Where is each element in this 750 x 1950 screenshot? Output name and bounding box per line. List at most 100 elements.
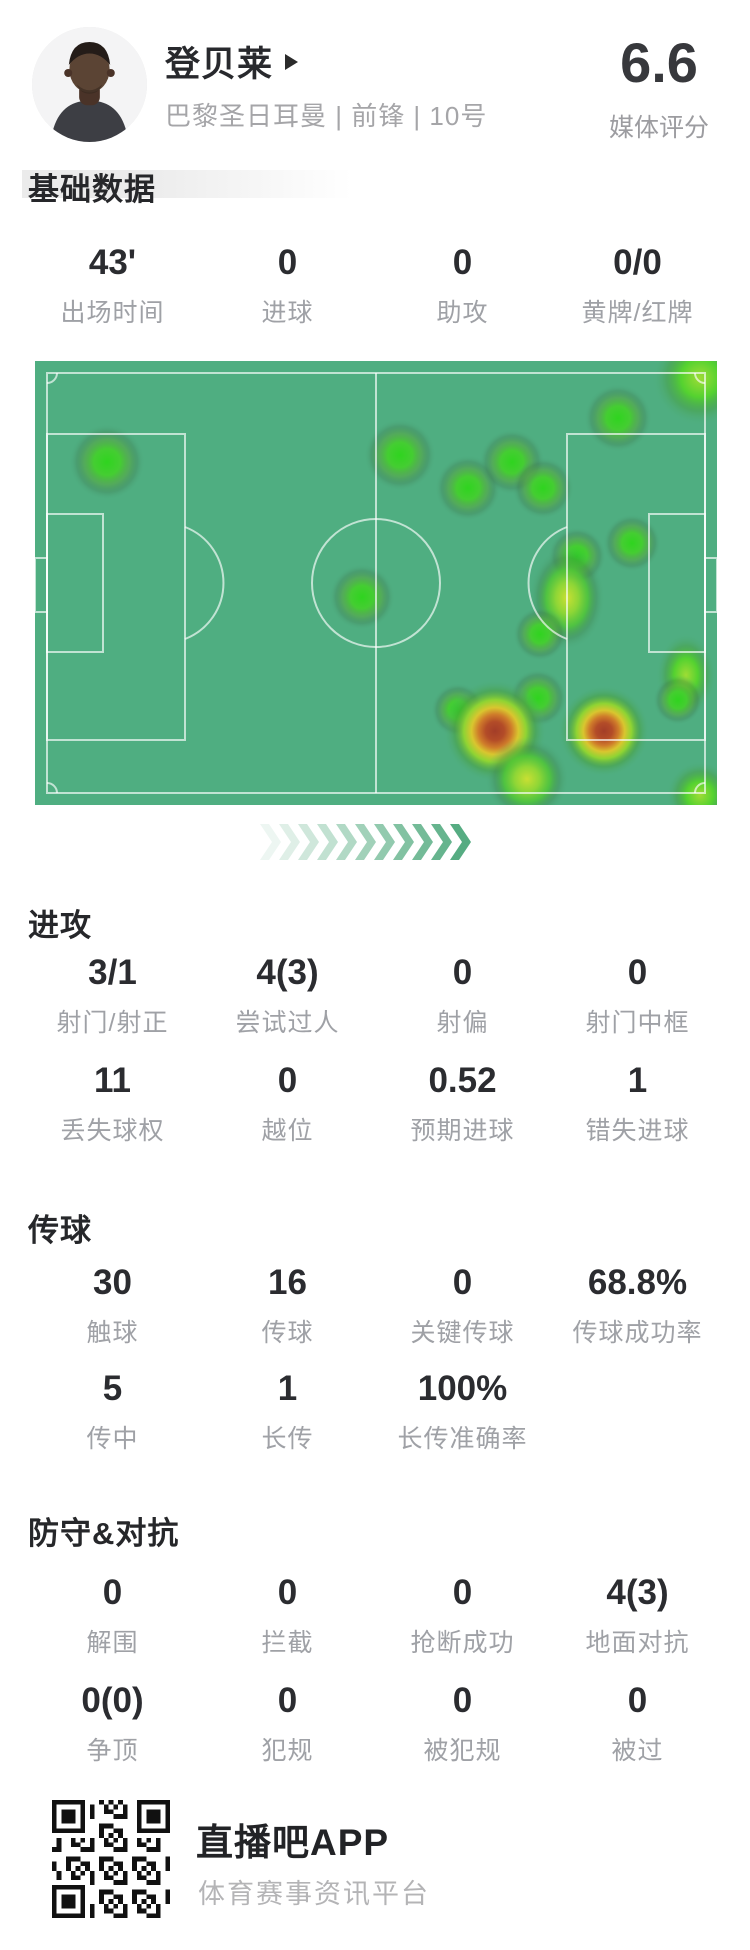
stat-value: 0 <box>102 1573 123 1612</box>
stat-cell: 0 被犯规 <box>375 1680 550 1767</box>
stat-value: 0(0) <box>81 1681 144 1720</box>
stat-cell: 0 拦截 <box>200 1572 375 1659</box>
stat-cell: 4(3) 尝试过人 <box>200 952 375 1039</box>
stat-label: 犯规 <box>261 1737 314 1765</box>
stat-cell: 0.52 预期进球 <box>375 1060 550 1147</box>
stat-value: 0 <box>277 1573 298 1612</box>
stat-cell: 43' 出场时间 <box>25 242 200 329</box>
pitch <box>35 361 717 805</box>
stat-label: 传球成功率 <box>572 1319 703 1347</box>
rating-value: 6.6 <box>620 31 698 94</box>
stat-label: 传球 <box>261 1319 314 1347</box>
stat-value: 1 <box>627 1061 648 1100</box>
stat-cell: 0/0 黄牌/红牌 <box>550 242 725 329</box>
stat-cell: 0 关键传球 <box>375 1262 550 1349</box>
stat-cell: 68.8% 传球成功率 <box>550 1262 725 1349</box>
stat-label: 长传 <box>261 1425 314 1453</box>
passing-stats-row-2: 5 传中 1 长传 100% 长传准确率 <box>25 1368 725 1455</box>
stat-label: 抢断成功 <box>410 1629 515 1657</box>
stat-cell: 3/1 射门/射正 <box>25 952 200 1039</box>
pitch-lines <box>35 372 717 794</box>
media-rating: 6.6 媒体评分 <box>598 34 720 144</box>
stat-value: 0/0 <box>613 243 662 282</box>
stat-value: 43' <box>88 243 137 282</box>
caret-right-icon <box>285 53 299 70</box>
section-title-attack: 进攻 <box>28 908 92 943</box>
stat-label: 射偏 <box>436 1009 489 1037</box>
stat-label: 传中 <box>86 1425 139 1453</box>
stat-cell: 0 助攻 <box>375 242 550 329</box>
stat-cell: 0 越位 <box>200 1060 375 1147</box>
rating-label: 媒体评分 <box>608 114 709 142</box>
stat-value: 4(3) <box>256 953 319 992</box>
stat-cell: 4(3) 地面对抗 <box>550 1572 725 1659</box>
stat-cell: 0 进球 <box>200 242 375 329</box>
attack-stats-row-2: 11 丢失球权 0 越位 0.52 预期进球 1 错失进球 <box>25 1060 725 1147</box>
stat-label: 拦截 <box>261 1629 314 1657</box>
stat-label: 进球 <box>261 299 314 327</box>
player-photo <box>32 27 147 142</box>
player-name: 登贝莱 <box>165 45 274 84</box>
section-title-passing: 传球 <box>28 1213 92 1248</box>
stat-cell: 0 解围 <box>25 1572 200 1659</box>
stat-value: 0 <box>452 1263 473 1302</box>
stat-cell: 30 触球 <box>25 1262 200 1349</box>
stat-label: 黄牌/红牌 <box>581 299 694 327</box>
stat-value: 0.52 <box>428 1061 497 1100</box>
stat-value: 0 <box>277 243 298 282</box>
heat-blobs <box>69 361 717 805</box>
section-title-highlight <box>22 170 352 198</box>
player-name-row[interactable]: 登贝莱 <box>165 36 299 87</box>
stat-label: 被过 <box>611 1737 664 1765</box>
player-avatar <box>32 27 147 142</box>
chevron-divider-icon <box>260 824 471 860</box>
section-title-defense: 防守&对抗 <box>28 1516 180 1551</box>
basic-stats-row: 43' 出场时间 0 进球 0 助攻 0/0 黄牌/红牌 <box>25 242 725 329</box>
stat-label: 射门/射正 <box>56 1009 169 1037</box>
stat-value: 100% <box>417 1369 508 1408</box>
stat-value: 68.8% <box>587 1263 688 1302</box>
stat-value: 0 <box>277 1061 298 1100</box>
stat-cell: 0 射偏 <box>375 952 550 1039</box>
stat-label: 尝试过人 <box>235 1009 340 1037</box>
stat-cell: 100% 长传准确率 <box>375 1368 550 1455</box>
stat-label: 被犯规 <box>423 1737 502 1765</box>
stat-label: 错失进球 <box>585 1117 690 1145</box>
stat-label: 越位 <box>261 1117 314 1145</box>
stat-value: 16 <box>268 1263 307 1302</box>
stat-value: 4(3) <box>606 1573 669 1612</box>
stat-cell: 0 犯规 <box>200 1680 375 1767</box>
stat-value: 0 <box>452 1681 473 1720</box>
stat-cell: 5 传中 <box>25 1368 200 1455</box>
stat-value: 1 <box>277 1369 298 1408</box>
stat-cell: 0(0) 争顶 <box>25 1680 200 1767</box>
stat-label: 关键传球 <box>410 1319 515 1347</box>
stat-value: 0 <box>452 953 473 992</box>
stat-cell: 1 长传 <box>200 1368 375 1455</box>
stat-cell: 16 传球 <box>200 1262 375 1349</box>
stat-label: 长传准确率 <box>397 1425 528 1453</box>
stat-value: 0 <box>452 243 473 282</box>
stat-cell: 0 抢断成功 <box>375 1572 550 1659</box>
stat-label: 丢失球权 <box>60 1117 165 1145</box>
player-team-info: 巴黎圣日耳曼 | 前锋 | 10号 <box>165 101 488 131</box>
stat-cell: 0 被过 <box>550 1680 725 1767</box>
stat-value: 0 <box>452 1573 473 1612</box>
qr-code <box>52 1800 170 1918</box>
stat-value: 0 <box>627 1681 648 1720</box>
stat-cell: 11 丢失球权 <box>25 1060 200 1147</box>
passing-stats-row-1: 30 触球 16 传球 0 关键传球 68.8% 传球成功率 <box>25 1262 725 1349</box>
stat-label: 出场时间 <box>60 299 165 327</box>
stat-value: 3/1 <box>88 953 137 992</box>
stat-label: 地面对抗 <box>585 1629 690 1657</box>
stat-value: 5 <box>102 1369 123 1408</box>
app-name: 直播吧APP <box>196 1822 390 1863</box>
stat-label: 触球 <box>86 1319 139 1347</box>
stat-cell: 1 错失进球 <box>550 1060 725 1147</box>
section-title-basic: 基础数据 <box>28 172 156 207</box>
defense-stats-row-2: 0(0) 争顶 0 犯规 0 被犯规 0 被过 <box>25 1680 725 1767</box>
stat-value: 30 <box>93 1263 132 1302</box>
stat-label: 助攻 <box>436 299 489 327</box>
stat-label: 预期进球 <box>410 1117 515 1145</box>
defense-stats-row-1: 0 解围 0 拦截 0 抢断成功 4(3) 地面对抗 <box>25 1572 725 1659</box>
